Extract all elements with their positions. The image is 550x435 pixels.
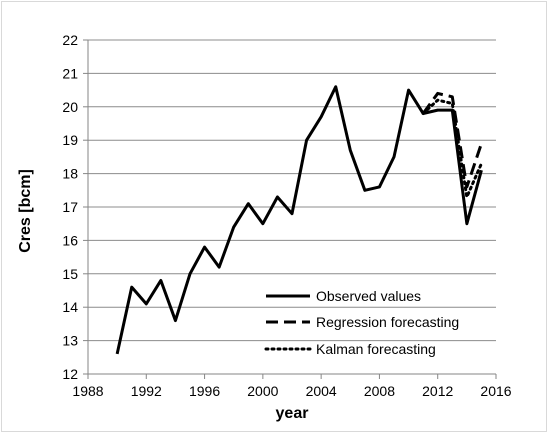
y-tick-label-14: 14 (62, 299, 78, 315)
y-tick-label-19: 19 (62, 132, 78, 148)
y-tick-labels: 12 13 14 15 16 17 18 19 20 21 22 (62, 32, 78, 382)
x-axis-title: year (276, 405, 309, 422)
x-tick-label-2016: 2016 (480, 383, 511, 399)
y-tick-label-17: 17 (62, 199, 78, 215)
y-tick-label-15: 15 (62, 266, 78, 282)
x-tick-label-1992: 1992 (131, 383, 162, 399)
y-tick-label-22: 22 (62, 32, 78, 48)
series-line-observed-values (115, 85, 483, 355)
legend: Observed values Regression forecasting K… (264, 288, 459, 357)
y-tick-label-16: 16 (62, 232, 78, 248)
x-tick-labels: 1988 1992 1996 2000 2004 2008 2012 2016 (72, 383, 511, 399)
series-line-regression-forecasting (421, 91, 483, 189)
legend-label-observed: Observed values (316, 288, 421, 304)
series-lines (115, 85, 483, 355)
axes (83, 39, 497, 379)
y-tick-label-20: 20 (62, 99, 78, 115)
y-tick-label-12: 12 (62, 366, 78, 382)
x-tick-label-1996: 1996 (189, 383, 220, 399)
y-tick-label-18: 18 (62, 166, 78, 182)
y-axis-title: Cres [bcm] (17, 169, 34, 253)
legend-label-regression: Regression forecasting (316, 314, 459, 330)
legend-label-kalman: Kalman forecasting (316, 341, 436, 357)
x-tick-label-1988: 1988 (72, 383, 103, 399)
y-tick-label-21: 21 (62, 65, 78, 81)
x-tick-label-2008: 2008 (364, 383, 395, 399)
x-tick-label-2000: 2000 (247, 383, 278, 399)
x-tick-label-2012: 2012 (422, 383, 453, 399)
y-tick-label-13: 13 (62, 333, 78, 349)
gridlines (88, 39, 496, 342)
x-tick-label-2004: 2004 (306, 383, 337, 399)
